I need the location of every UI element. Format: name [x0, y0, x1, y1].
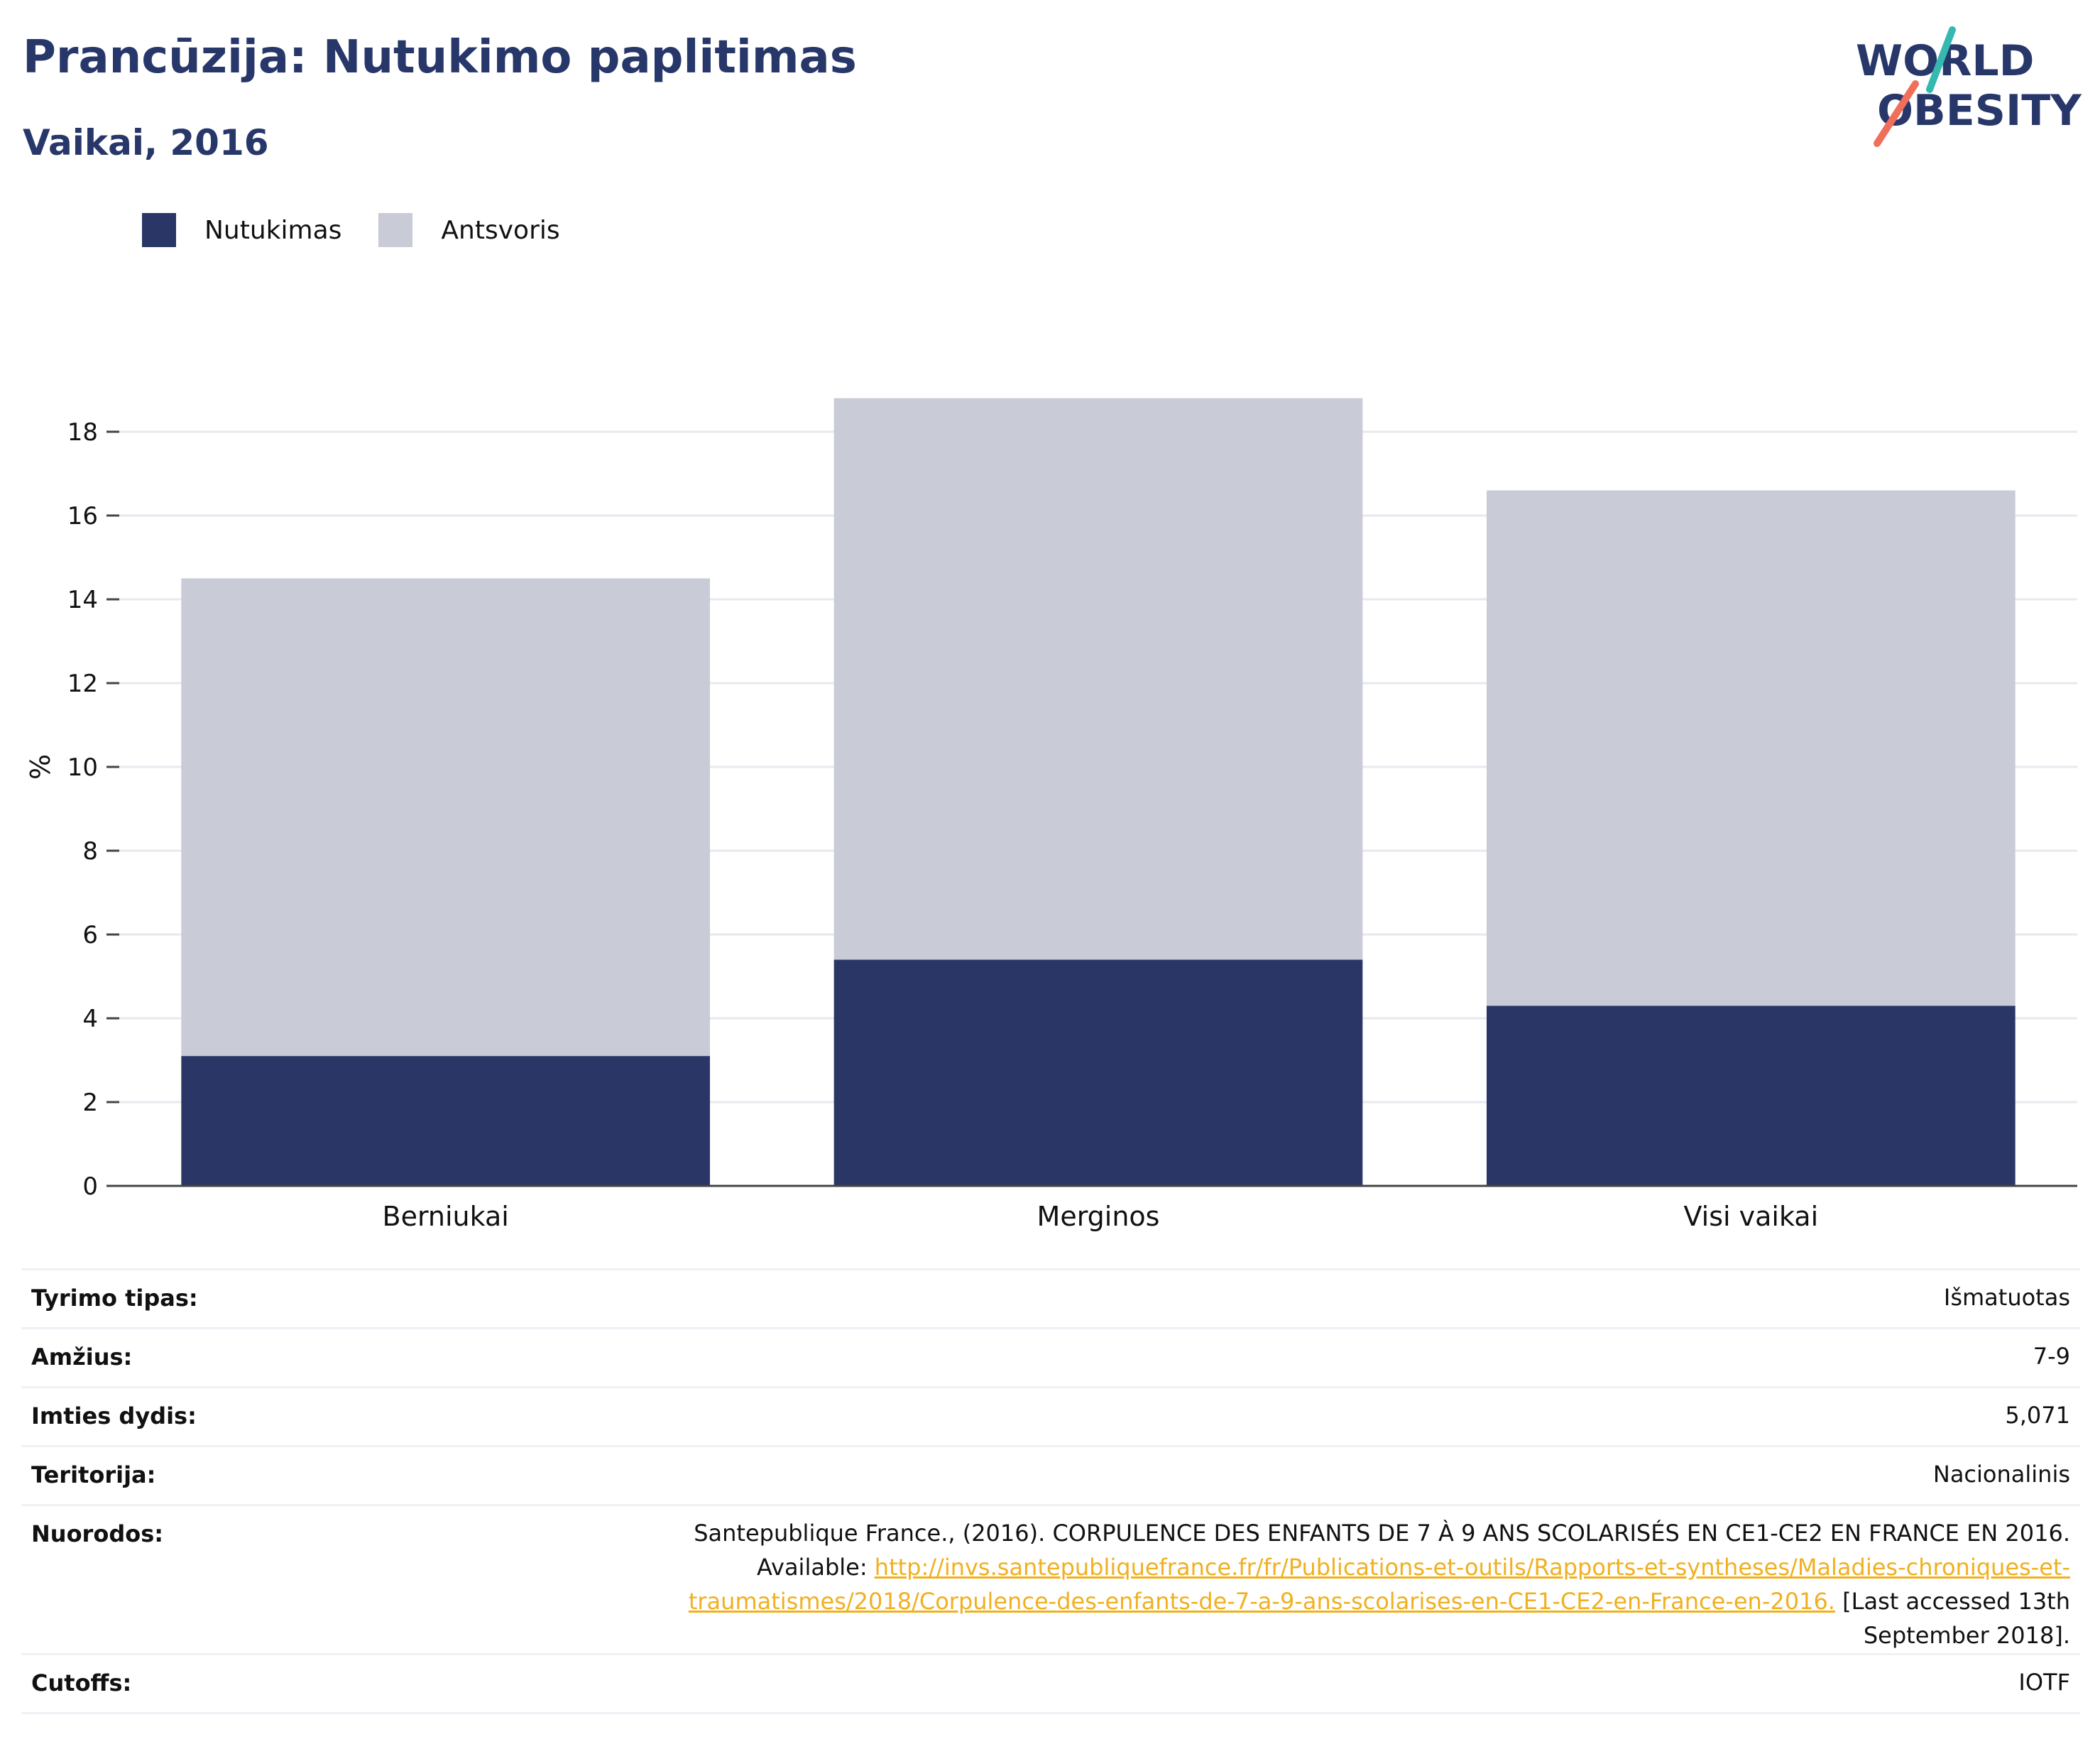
reference-accessed: [Last accessed 13th	[1842, 1588, 2070, 1615]
reference-citation: Santepublique France., (2016). CORPULENC…	[694, 1520, 2070, 1547]
y-tick-label: 16	[67, 502, 98, 530]
info-row-study-type: Tyrimo tipas: Išmatuotas	[21, 1268, 2080, 1329]
legend-swatch-overweight	[378, 213, 413, 247]
legend-swatch-obesity	[142, 213, 176, 247]
world-obesity-logo: WORLD OBESITY	[1856, 26, 2082, 147]
info-value-territory: Nacionalinis	[467, 1445, 2080, 1505]
info-key-sample-size: Imties dydis:	[21, 1386, 467, 1446]
bar-obesity	[1487, 1006, 2016, 1186]
y-tick-label: 0	[82, 1172, 98, 1201]
bar-obesity	[181, 1056, 710, 1186]
y-tick-label: 18	[67, 418, 98, 447]
y-tick-label: 2	[82, 1089, 98, 1117]
bar-overweight	[181, 578, 710, 1057]
bar-obesity	[833, 959, 1363, 1186]
x-category-label: Visi vaikai	[1683, 1201, 1818, 1232]
info-key-study-type: Tyrimo tipas:	[21, 1268, 467, 1329]
y-tick-label: 8	[82, 837, 98, 866]
stacked-bar-chart: 0 2 4 6 8 10 12 14 16 18% Berniukai Merginos Visi va…	[25, 398, 2077, 1232]
logo-slash-teal	[1926, 26, 1956, 93]
chart-subtitle: Vaikai, 2016	[23, 122, 269, 163]
bar-overweight	[833, 398, 1363, 960]
reference-accessed-date: September 2018].	[1863, 1622, 2070, 1649]
info-key-cutoffs: Cutoffs:	[21, 1653, 467, 1714]
info-value-study-type: Išmatuotas	[467, 1268, 2080, 1329]
chart-legend: Nutukimas Antsvoris	[142, 212, 597, 249]
y-tick-label: 12	[67, 670, 98, 698]
y-tick-label: 6	[82, 921, 98, 949]
x-category-label: Berniukai	[383, 1201, 509, 1232]
info-value-sample-size: 5,071	[467, 1386, 2080, 1446]
legend-item-overweight[interactable]: Antsvoris	[378, 213, 560, 247]
info-key-age: Amžius:	[21, 1327, 467, 1388]
y-tick-label: 10	[67, 753, 98, 782]
info-row-territory: Teritorija: Nacionalinis	[21, 1445, 2080, 1505]
info-value-age: 7-9	[467, 1327, 2080, 1388]
info-row-cutoffs: Cutoffs: IOTF	[21, 1653, 2080, 1714]
study-info-table: Tyrimo tipas: Išmatuotas Amžius: 7-9 Imt…	[21, 1268, 2080, 1714]
legend-label-obesity: Nutukimas	[204, 215, 342, 245]
legend-label-overweight: Antsvoris	[441, 215, 560, 245]
info-row-sample-size: Imties dydis: 5,071	[21, 1386, 2080, 1446]
info-value-references: Santepublique France., (2016). CORPULENC…	[467, 1504, 2080, 1655]
reference-link-part1[interactable]: http://invs.santepubliquefrance.fr/fr/Pu…	[874, 1554, 2070, 1581]
info-row-age: Amžius: 7-9	[21, 1327, 2080, 1388]
info-value-cutoffs: IOTF	[467, 1653, 2080, 1714]
y-tick-label: 14	[67, 586, 98, 614]
info-key-references: Nuorodos:	[21, 1504, 467, 1655]
legend-item-obesity[interactable]: Nutukimas	[142, 213, 341, 247]
reference-link-part2[interactable]: traumatismes/2018/Corpulence-des-enfants…	[688, 1588, 1835, 1615]
reference-available-line: Available: http://invs.santepubliquefran…	[477, 1550, 2070, 1584]
reference-available-label: Available:	[756, 1554, 868, 1581]
reference-link-line: traumatismes/2018/Corpulence-des-enfants…	[477, 1584, 2070, 1618]
logo-slash-coral	[1874, 80, 1919, 147]
chart-title: Prancūzija: Nutukimo paplitimas	[23, 31, 857, 84]
info-row-references: Nuorodos: Santepublique France., (2016).…	[21, 1504, 2080, 1655]
bar-overweight	[1487, 490, 2016, 1006]
y-axis-label: %	[25, 754, 56, 780]
x-category-label: Merginos	[1037, 1201, 1160, 1232]
info-key-territory: Teritorija:	[21, 1445, 467, 1505]
y-tick-label: 4	[82, 1005, 98, 1033]
